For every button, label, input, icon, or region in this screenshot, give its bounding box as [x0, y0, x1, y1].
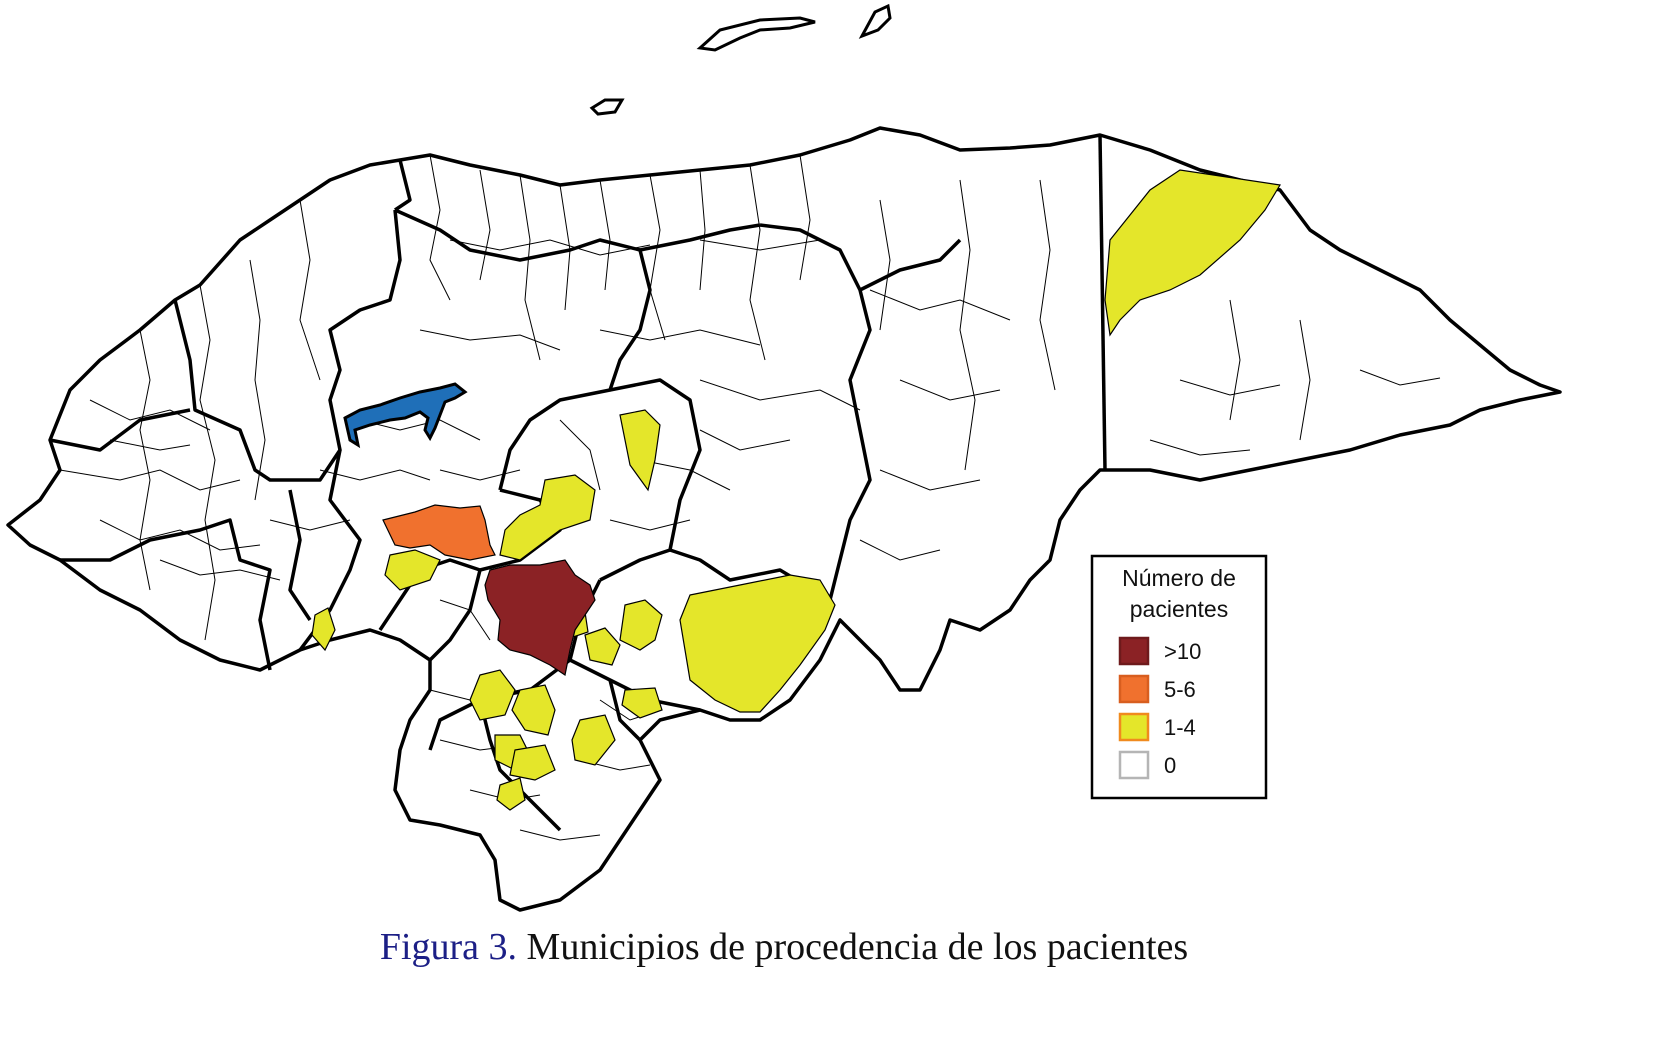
- legend-label: >10: [1164, 639, 1201, 664]
- bay-islands: [589, 3, 892, 116]
- legend-label: 0: [1164, 753, 1176, 778]
- municipality-1-4: [469, 669, 516, 721]
- municipality-5-6: [382, 504, 496, 561]
- lake-yojoa: [343, 382, 468, 449]
- municipality-1-4: [621, 687, 663, 719]
- municipality-1-4: [619, 409, 661, 492]
- cases-1-4-regions: [311, 169, 1281, 811]
- cases-5-6-region: [382, 504, 496, 561]
- municipality-1-4: [499, 474, 596, 561]
- legend-swatch: [1118, 750, 1150, 780]
- legend-title-line2: pacientes: [1130, 596, 1228, 622]
- municipality-1-4: [311, 607, 336, 652]
- legend-swatch: [1118, 636, 1150, 666]
- figure-caption: Figura 3. Municipios de procedencia de l…: [0, 925, 1568, 969]
- municipality-1-4: [571, 714, 616, 766]
- cases-over-10-region: [484, 559, 596, 676]
- legend-items: >10 5-6 1-4 0: [1118, 636, 1201, 780]
- caption-text: Municipios de procedencia de los pacient…: [517, 926, 1189, 968]
- legend-swatch: [1118, 712, 1150, 742]
- caption-figure-number: Figura 3.: [379, 926, 518, 968]
- municipality-1-4: [679, 574, 836, 713]
- municipality-1-4: [584, 627, 621, 666]
- municipality-1-4: [496, 777, 526, 811]
- municipality-boundaries: [59, 154, 1441, 841]
- municipality-1-4: [619, 599, 663, 651]
- municipality-1-4: [509, 744, 556, 781]
- municipality-1-4: [384, 549, 441, 591]
- legend-label: 1-4: [1164, 715, 1196, 740]
- legend-label: 5-6: [1164, 677, 1196, 702]
- municipality-1-4: [511, 684, 556, 736]
- country-outline: [6, 126, 1562, 912]
- legend: Número de pacientes >10 5-6 1-4 0: [1090, 554, 1268, 800]
- legend-swatch: [1118, 674, 1150, 704]
- legend-title-line1: Número de: [1122, 565, 1236, 591]
- municipality-1-4: [1104, 169, 1281, 337]
- municipality-over-10: [484, 559, 596, 676]
- honduras-municipality-map: Número de pacientes >10 5-6 1-4 0: [6, 3, 1562, 912]
